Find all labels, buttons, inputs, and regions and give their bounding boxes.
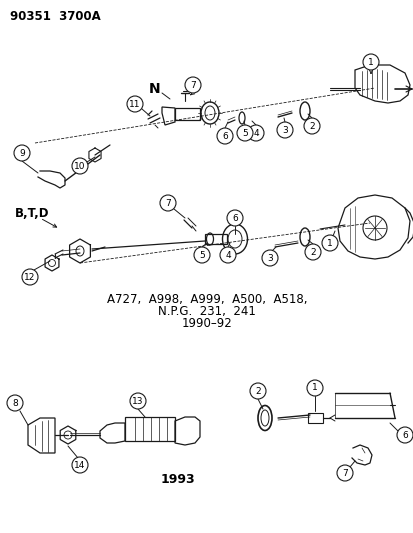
Text: 2: 2 — [309, 247, 315, 256]
Text: 1: 1 — [326, 238, 332, 247]
Circle shape — [321, 235, 337, 251]
Text: 3: 3 — [281, 125, 287, 134]
Circle shape — [219, 247, 235, 263]
Circle shape — [185, 77, 201, 93]
Circle shape — [362, 54, 378, 70]
Text: 3: 3 — [266, 254, 272, 262]
Circle shape — [7, 395, 23, 411]
Bar — [175, 108, 199, 120]
Text: 2: 2 — [309, 122, 314, 131]
Circle shape — [247, 125, 263, 141]
Text: 7: 7 — [165, 198, 171, 207]
Circle shape — [127, 96, 142, 112]
Text: A727,  A998,  A999,  A500,  A518,: A727, A998, A999, A500, A518, — [107, 293, 306, 306]
Bar — [125, 417, 175, 441]
Text: 13: 13 — [132, 397, 143, 406]
Text: 90351  3700A: 90351 3700A — [10, 10, 100, 23]
Text: 6: 6 — [232, 214, 237, 222]
Circle shape — [276, 122, 292, 138]
Text: 7: 7 — [190, 80, 195, 90]
Circle shape — [22, 269, 38, 285]
Circle shape — [72, 457, 88, 473]
Bar — [204, 234, 226, 244]
Circle shape — [261, 250, 277, 266]
Text: 12: 12 — [24, 272, 36, 281]
Circle shape — [226, 210, 242, 226]
Circle shape — [72, 158, 88, 174]
Circle shape — [396, 427, 412, 443]
Circle shape — [14, 145, 30, 161]
Circle shape — [236, 125, 252, 141]
Text: 5: 5 — [242, 128, 247, 138]
Text: 1993: 1993 — [160, 473, 195, 486]
Text: 7: 7 — [341, 469, 347, 478]
Circle shape — [303, 118, 319, 134]
Text: 8: 8 — [12, 399, 18, 408]
Text: 6: 6 — [401, 431, 407, 440]
Circle shape — [194, 247, 209, 263]
Circle shape — [304, 244, 320, 260]
Text: 1990–92: 1990–92 — [181, 317, 232, 330]
Text: B,T,D: B,T,D — [15, 206, 50, 220]
Circle shape — [249, 383, 266, 399]
Text: N.P.G.  231,  241: N.P.G. 231, 241 — [158, 305, 255, 318]
Circle shape — [306, 380, 322, 396]
Text: 6: 6 — [222, 132, 227, 141]
Circle shape — [216, 128, 233, 144]
Text: 9: 9 — [19, 149, 25, 157]
Text: 4: 4 — [225, 251, 230, 260]
Text: 5: 5 — [199, 251, 204, 260]
Bar — [307, 413, 322, 423]
Circle shape — [130, 393, 146, 409]
Text: 14: 14 — [74, 461, 85, 470]
Text: 11: 11 — [129, 100, 140, 109]
Text: 4: 4 — [253, 128, 258, 138]
Text: 1: 1 — [311, 384, 317, 392]
Circle shape — [159, 195, 176, 211]
Circle shape — [336, 465, 352, 481]
Text: 1: 1 — [367, 58, 373, 67]
Text: N: N — [149, 82, 160, 96]
Text: 2: 2 — [254, 386, 260, 395]
Text: 10: 10 — [74, 161, 85, 171]
